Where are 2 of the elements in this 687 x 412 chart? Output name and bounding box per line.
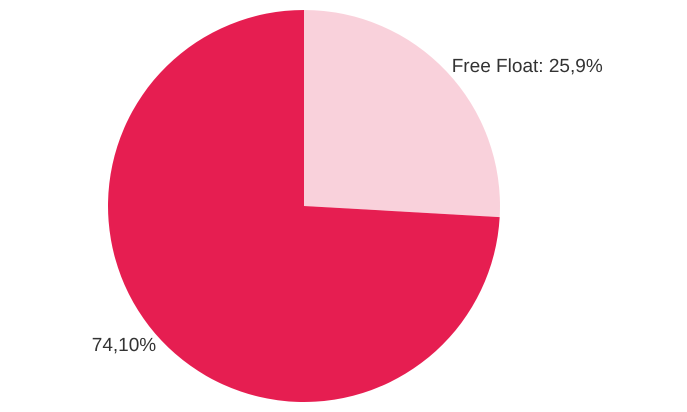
slice-label: Free Float: 25,9% bbox=[452, 56, 603, 77]
data-label: 74,10% bbox=[92, 335, 156, 356]
